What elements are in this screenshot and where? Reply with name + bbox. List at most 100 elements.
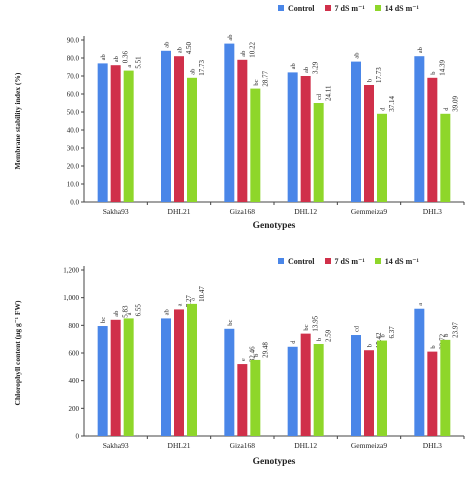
percent-change-label: 17.73 (198, 60, 206, 76)
legend-label: Control (288, 3, 315, 13)
bar-3 (440, 339, 451, 436)
percent-change-label: 0.36 (122, 50, 130, 63)
significance-letter: b (316, 338, 323, 341)
y-tick-label: 1,000 (63, 294, 79, 302)
significance-letter: ab (113, 311, 120, 317)
y-tick-label: 200 (69, 405, 80, 413)
significance-letter: a (126, 312, 133, 315)
legend-item: 14 dS m⁻¹ (374, 256, 419, 266)
bar-3 (250, 359, 261, 436)
significance-letter: ab (190, 69, 197, 75)
bar-2 (427, 77, 438, 202)
bar-1 (287, 72, 298, 203)
percent-change-label: 28.77 (261, 70, 269, 86)
bar-1 (161, 318, 171, 436)
legend-item: 7 dS m⁻¹ (324, 256, 365, 266)
significance-letter: ab (100, 54, 107, 60)
bar-2 (427, 351, 438, 436)
percent-change-label: 17.73 (375, 67, 383, 83)
percent-change-label: 37.14 (388, 96, 396, 112)
percent-change-label: 10.47 (198, 286, 206, 302)
bar-1 (351, 335, 361, 436)
percent-change-label: 7.27 (185, 295, 193, 308)
legend-swatch (374, 5, 381, 11)
x-tick-label: DHL21 (168, 207, 191, 216)
y-tick-label: 0 (76, 433, 80, 441)
bar-1 (351, 61, 361, 202)
significance-letter: cd (354, 325, 361, 332)
percent-change-label: 4.50 (185, 41, 193, 54)
legend-item: 14 dS m⁻¹ (374, 3, 419, 13)
legend-label: 14 dS m⁻¹ (384, 4, 419, 13)
bar-2 (364, 350, 374, 436)
percent-change-label: 13.95 (312, 315, 320, 331)
percent-change-label: 14.39 (438, 60, 446, 76)
x-tick-label: Gemmeiza9 (351, 441, 387, 450)
significance-letter: b (367, 344, 374, 347)
y-tick-label: 10.0 (67, 181, 80, 189)
legend-label: Control (288, 256, 315, 266)
bar-3 (313, 103, 324, 202)
significance-letter: b (430, 345, 437, 348)
legend-item: 7 dS m⁻¹ (324, 3, 365, 13)
significance-letter: ab (113, 56, 120, 62)
bar-2 (237, 59, 248, 202)
percent-change-label: 24.11 (325, 85, 333, 101)
bar-3 (187, 77, 197, 202)
y-tick-label: 90.0 (67, 37, 80, 45)
bar-3 (377, 113, 387, 202)
percent-change-label: 6.37 (388, 326, 396, 339)
x-tick-label: Sakha93 (103, 441, 129, 450)
significance-letter: bc (303, 324, 310, 330)
bar-3 (123, 318, 134, 436)
x-tick-label: DHL12 (294, 441, 317, 450)
bar-1 (414, 56, 425, 203)
bar-2 (300, 333, 311, 436)
significance-letter: bc (253, 79, 260, 85)
y-tick-label: 40.0 (67, 127, 80, 135)
significance-letter: b (253, 354, 260, 357)
significance-letter: a (417, 303, 424, 306)
bar-3 (377, 340, 387, 436)
legend-swatch (374, 258, 381, 264)
legend-item: Control (278, 4, 315, 13)
significance-letter: a (190, 298, 197, 301)
significance-letter: ab (240, 51, 247, 57)
bar-2 (174, 56, 184, 203)
bar-3 (250, 88, 261, 202)
bar-1 (224, 43, 235, 202)
significance-letter: a (177, 303, 184, 306)
significance-letter: b (443, 334, 450, 337)
y-tick-label: 60.0 (67, 91, 80, 99)
significance-letter: d (380, 107, 387, 111)
legend-swatch (324, 258, 331, 264)
legend-label: 7 dS m⁻¹ (334, 4, 365, 13)
y-tick-label: 50.0 (67, 109, 80, 117)
y-tick-label: 20.0 (67, 163, 80, 171)
legend-swatch (278, 258, 284, 264)
percent-change-label: 6.55 (135, 304, 143, 317)
x-tick-label: Sakha93 (103, 207, 129, 216)
significance-letter: bc (100, 317, 107, 323)
bar-3 (440, 113, 451, 202)
bar-1 (287, 346, 298, 436)
x-tick-label: DHL21 (168, 441, 191, 450)
significance-letter: e (240, 358, 247, 361)
bar-2 (174, 309, 184, 436)
significance-letter: b (380, 334, 387, 337)
y-tick-label: 600 (69, 350, 80, 358)
bar-3 (313, 344, 324, 436)
significance-letter: a (126, 65, 133, 68)
bar-2 (237, 364, 248, 436)
percent-change-label: 32.46 (248, 346, 256, 362)
significance-letter: d (443, 107, 450, 111)
x-tick-label: DHL3 (423, 207, 442, 216)
percent-change-label: 15.42 (375, 332, 383, 348)
y-axis-label: Chlorophyll content (μg g⁻¹ FW) (13, 300, 22, 405)
percent-change-label: 5.51 (135, 56, 143, 69)
significance-letter: ab (227, 34, 234, 40)
x-tick-label: DHL12 (294, 207, 317, 216)
y-tick-label: 1,200 (63, 267, 79, 275)
